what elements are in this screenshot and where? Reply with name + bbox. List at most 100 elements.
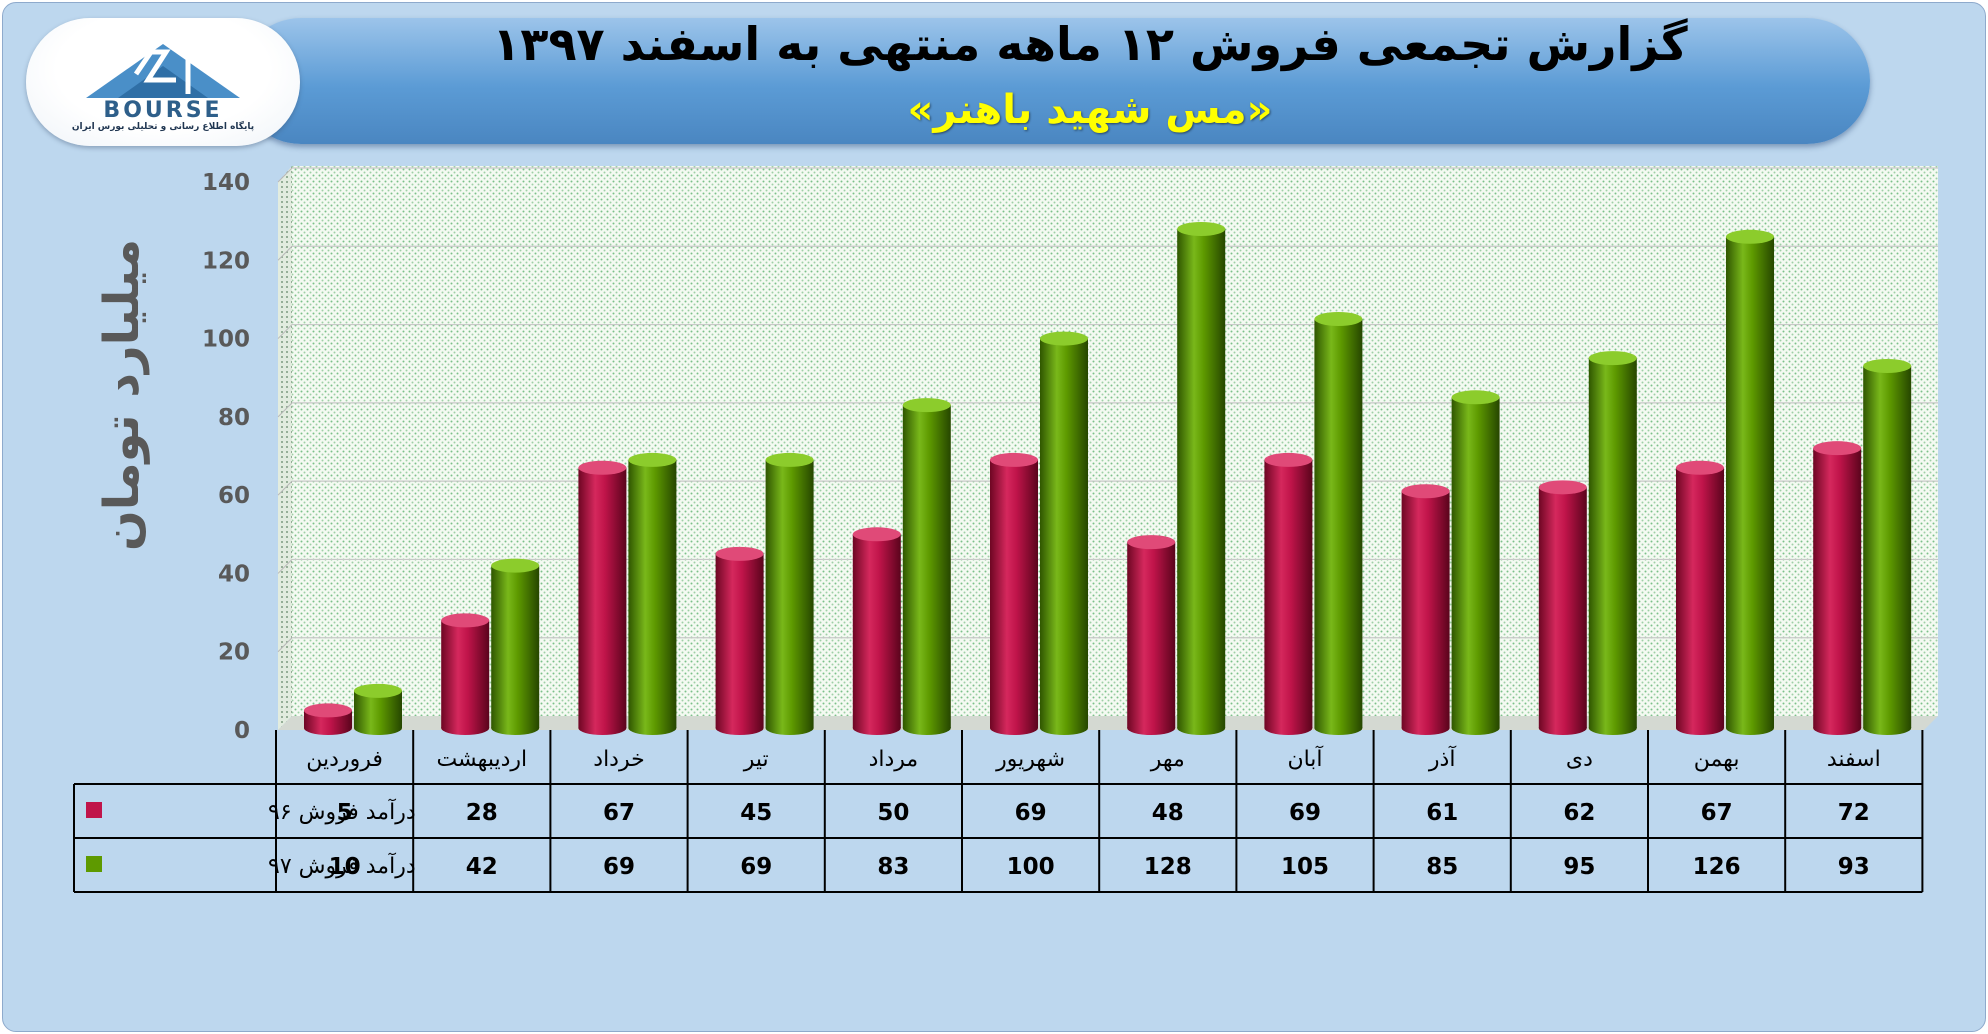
bar-cap [1588, 351, 1637, 366]
bar-base [1177, 721, 1226, 735]
y-tick-label: 140 [202, 170, 250, 196]
bar-base [1314, 721, 1363, 735]
bar-body [1726, 236, 1774, 729]
bar-cap [1401, 484, 1450, 499]
logo-tagline: پایگاه اطلاع رسانی و تحلیلی بورس ایران [71, 122, 255, 132]
bar-base [1264, 721, 1313, 735]
bar-96-9 [1538, 480, 1587, 735]
bar-body [1314, 319, 1363, 728]
bar-body [1588, 358, 1637, 728]
bar-96-0 [304, 703, 352, 735]
bar-body [1813, 448, 1862, 728]
category-label: تیر [743, 747, 769, 772]
y-tick-label: 40 [218, 561, 250, 587]
bar-body [491, 565, 540, 728]
bar-base [1451, 721, 1500, 735]
bar-body [1040, 338, 1088, 728]
bar-cap [1314, 312, 1363, 326]
bar-base [1676, 721, 1724, 735]
category-label: آبان [1287, 745, 1323, 772]
bar-96-6 [1127, 535, 1176, 735]
legend-swatch [86, 802, 102, 818]
category-label: مرداد [869, 747, 919, 772]
data-label: 45 [740, 800, 772, 826]
gridline-side [277, 402, 293, 418]
category-label: دی [1566, 747, 1593, 772]
bar-body [578, 467, 627, 728]
bar-97-4 [902, 398, 951, 735]
bar-97-1 [491, 558, 540, 735]
data-label: 50 [877, 800, 909, 826]
legend-entry: درآمد فروش ۹۷ [268, 852, 416, 879]
bar-96-5 [990, 452, 1038, 735]
bar-97-3 [765, 452, 814, 735]
bar-cap [1538, 480, 1587, 495]
bars [304, 221, 1912, 735]
bar-96-10 [1676, 460, 1724, 735]
bar-body [1177, 228, 1226, 728]
data-label: 69 [603, 854, 635, 880]
plot-back-wall [292, 166, 1938, 716]
bar-cap [1451, 390, 1500, 405]
data-label: 128 [1144, 854, 1192, 880]
bar-base [1127, 721, 1176, 735]
bar-cap [491, 558, 540, 573]
bar-96-3 [715, 546, 764, 735]
bar-96-1 [441, 613, 490, 735]
bar-body [441, 620, 490, 728]
bar-body [1538, 487, 1587, 728]
gridline-side [277, 324, 293, 339]
data-label: 42 [466, 854, 498, 880]
plot-floor [278, 716, 1938, 730]
category-label: بهمن [1694, 747, 1740, 772]
bar-base [354, 721, 402, 735]
y-tick-label: 100 [202, 327, 250, 353]
bar-cap [1813, 441, 1862, 456]
y-tick-label: 80 [218, 405, 250, 431]
title-banner [238, 18, 1870, 144]
gridline-side [277, 637, 293, 653]
bar-base [1588, 721, 1637, 735]
data-label: 69 [740, 854, 772, 880]
bar-96-11 [1813, 441, 1862, 735]
bar-96-8 [1401, 484, 1450, 735]
data-label: 61 [1426, 800, 1458, 826]
bar-97-9 [1588, 351, 1637, 735]
data-table: فروردین اردیبهشت خرداد تیر مرداد شهریور مهر آبا… [73, 730, 1924, 893]
bar-body [1401, 491, 1450, 728]
data-label: 28 [466, 800, 498, 826]
bar-base [765, 721, 814, 735]
bar-base [1813, 721, 1862, 735]
data-label: 48 [1152, 800, 1184, 826]
bar-cap [715, 546, 764, 561]
bar-cap [1863, 358, 1912, 373]
bar-cap [304, 703, 352, 718]
bar-cap [990, 452, 1038, 467]
bar-base [902, 721, 951, 735]
bar-cap [765, 452, 814, 467]
category-label: شهریور [995, 747, 1065, 772]
data-label: 69 [1289, 800, 1321, 826]
legend-swatch [86, 856, 102, 872]
y-tick-label: 20 [218, 640, 250, 666]
bar-body [852, 534, 901, 728]
category-label: آذر [1428, 745, 1456, 772]
bar-base [1726, 721, 1774, 735]
data-label: 5 [337, 800, 353, 826]
bar-base [715, 721, 764, 735]
bar-cap [1676, 460, 1724, 475]
plot-area [277, 166, 1938, 730]
bar-cap [1264, 452, 1313, 467]
bar-97-0 [354, 683, 402, 735]
category-label: مهر [1150, 747, 1185, 772]
y-tick-label: 0 [234, 718, 250, 744]
logo-wordmark: BOURSE [103, 98, 223, 123]
gridlines [277, 167, 1938, 653]
gridline-side [277, 245, 293, 261]
data-label: 72 [1838, 800, 1870, 826]
category-label: اسفند [1827, 747, 1881, 772]
bar-base [852, 721, 901, 735]
bourse-logo: BOURSE پایگاه اطلاع رسانی و تحلیلی بورس … [26, 18, 300, 146]
bar-base [1863, 721, 1912, 735]
